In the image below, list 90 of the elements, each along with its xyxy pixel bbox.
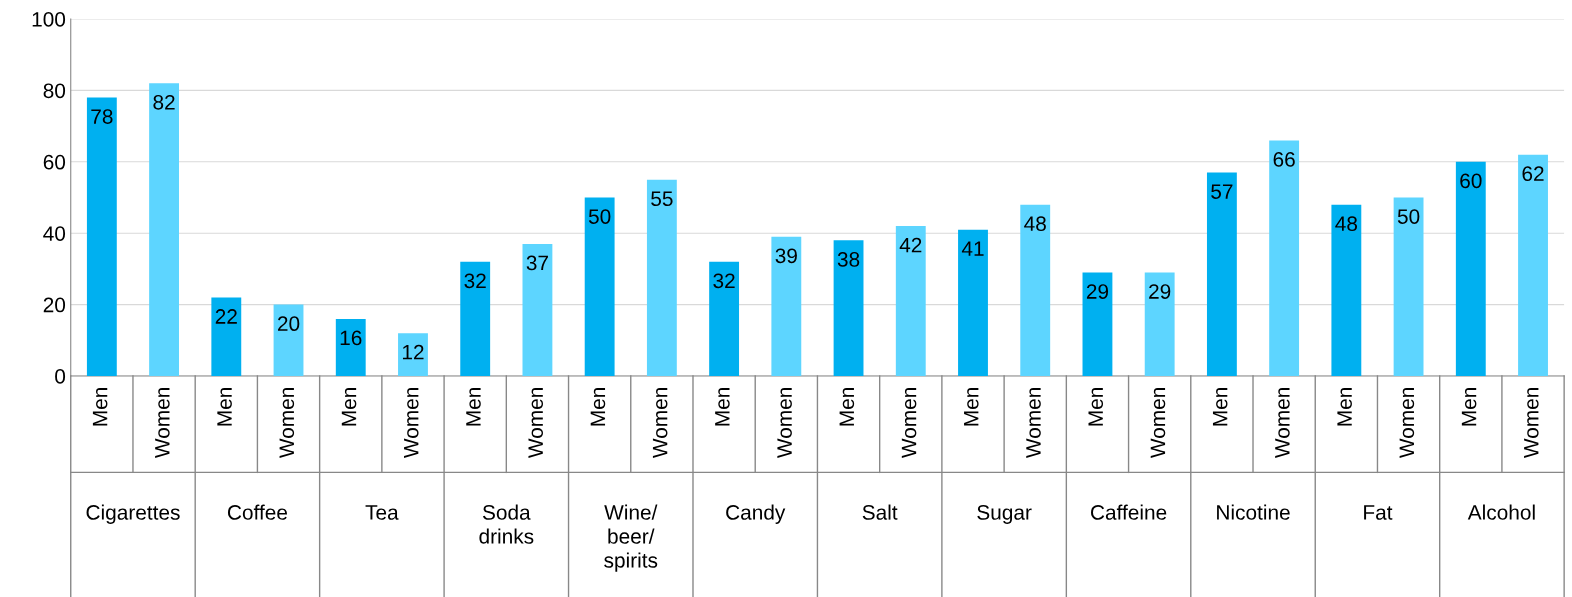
- text: Men: [1461, 388, 1477, 426]
- data-label: 62: [1522, 166, 1544, 182]
- text: Women: [652, 388, 668, 459]
- text: Women: [1026, 388, 1041, 459]
- data-label: 50: [588, 209, 611, 224]
- text: Women: [404, 388, 419, 459]
- y-tick-label: 100: [32, 12, 66, 27]
- y-tick-label: 40: [43, 226, 66, 241]
- bar: [1455, 161, 1486, 376]
- x-tick-label: Salt: [862, 504, 898, 520]
- bar: [646, 179, 677, 376]
- x-tick-label: Nicotine: [1217, 504, 1290, 520]
- data-label: 38: [837, 252, 860, 267]
- x-tick-label: Coffee: [227, 504, 287, 520]
- y-tick-label: 20: [43, 297, 66, 313]
- text: Men: [341, 388, 357, 426]
- bar: [211, 297, 242, 376]
- data-label: 55: [651, 191, 673, 207]
- data-label: 12: [402, 344, 424, 360]
- bar: [1206, 172, 1237, 376]
- y-tick-label: 0: [55, 369, 66, 384]
- data-label: 66: [1273, 152, 1295, 167]
- data-label: 32: [464, 273, 486, 289]
- data-label: 39: [775, 248, 797, 264]
- bar: [833, 240, 864, 376]
- text: Men: [466, 388, 481, 426]
- text: Women: [1524, 388, 1539, 459]
- bar: [1144, 272, 1175, 376]
- x-tick-label: Caffeine: [1091, 504, 1167, 520]
- data-label: 48: [1335, 216, 1358, 232]
- data-label: 78: [91, 109, 113, 124]
- data-label: 29: [1086, 284, 1109, 299]
- data-label: 20: [277, 316, 300, 332]
- x-tick-label: Wine/ beer/ spirits: [604, 504, 658, 572]
- x-tick-label: Candy: [726, 504, 786, 524]
- data-label: 41: [961, 241, 984, 256]
- text: Women: [1150, 388, 1166, 459]
- bar: [335, 318, 366, 376]
- data-label: 32: [713, 273, 735, 289]
- text: Women: [279, 388, 295, 459]
- y-tick-label: 80: [43, 83, 66, 99]
- bar: [1393, 197, 1424, 376]
- bar: [895, 226, 926, 376]
- text: Men: [1212, 388, 1228, 426]
- text: Men: [590, 388, 606, 426]
- bar: [1020, 204, 1051, 376]
- y-tick-label: 60: [43, 154, 66, 170]
- text: Women: [528, 388, 544, 459]
- data-label: 29: [1149, 284, 1171, 299]
- bar: [86, 97, 117, 376]
- data-label: 22: [215, 309, 237, 324]
- x-tick-label: Sugar: [977, 505, 1032, 524]
- text: Women: [155, 388, 170, 459]
- x-tick-label: Soda drinks: [479, 504, 534, 544]
- text: Men: [1337, 388, 1352, 426]
- bar: [522, 243, 553, 376]
- text: Men: [839, 388, 855, 426]
- text: Women: [1275, 388, 1290, 459]
- bar: [149, 83, 180, 376]
- text: Men: [92, 388, 108, 426]
- text: Women: [901, 388, 917, 459]
- x-tick-label: Cigarettes: [86, 504, 180, 524]
- data-label: 48: [1024, 216, 1046, 232]
- data-label: 57: [1211, 184, 1233, 199]
- text: Men: [964, 388, 979, 426]
- bar: [584, 197, 615, 376]
- bar: [1518, 154, 1548, 376]
- text: Women: [1399, 388, 1415, 459]
- text: Men: [715, 388, 730, 426]
- bar: [958, 229, 988, 376]
- data-label: 50: [1397, 209, 1420, 224]
- bar: [1269, 140, 1300, 376]
- text: Men: [217, 388, 232, 426]
- x-tick-label: Alcohol: [1467, 504, 1535, 520]
- bar: [1082, 272, 1113, 376]
- data-label: 37: [526, 255, 548, 271]
- bar: [771, 236, 802, 376]
- x-tick-label: Tea: [365, 505, 399, 520]
- x-tick-label: Fat: [1364, 505, 1393, 520]
- bar: [460, 261, 491, 376]
- text: Women: [777, 388, 792, 459]
- text: Men: [1088, 388, 1104, 426]
- bar: [398, 333, 428, 376]
- data-label: 82: [153, 94, 175, 110]
- data-label: 42: [899, 237, 922, 253]
- bar: [709, 261, 740, 376]
- data-label: 16: [340, 330, 362, 346]
- data-label: 60: [1460, 173, 1482, 189]
- bar: [1331, 204, 1362, 376]
- bar: [273, 304, 304, 376]
